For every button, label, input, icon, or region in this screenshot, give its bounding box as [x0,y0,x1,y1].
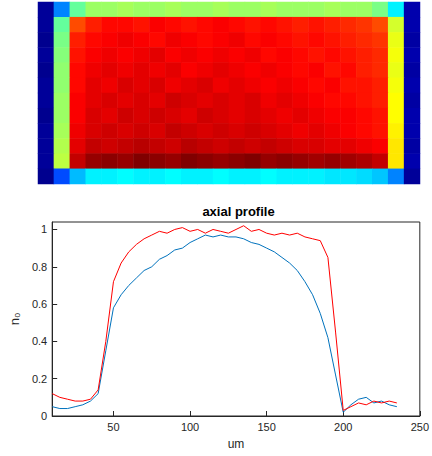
svg-text:um: um [228,437,245,451]
svg-text:0: 0 [41,410,47,422]
svg-text:150: 150 [257,421,275,433]
svg-text:100: 100 [181,421,199,433]
svg-text:50: 50 [107,421,119,433]
svg-text:200: 200 [334,421,352,433]
svg-text:0.8: 0.8 [32,261,47,273]
svg-text:n₀: n₀ [7,313,22,326]
svg-text:1: 1 [41,223,47,235]
svg-text:0.2: 0.2 [32,373,47,385]
svg-text:axial profile: axial profile [202,204,274,219]
svg-text:0.6: 0.6 [32,298,47,310]
svg-text:0.4: 0.4 [32,335,47,347]
svg-text:250: 250 [411,421,429,433]
